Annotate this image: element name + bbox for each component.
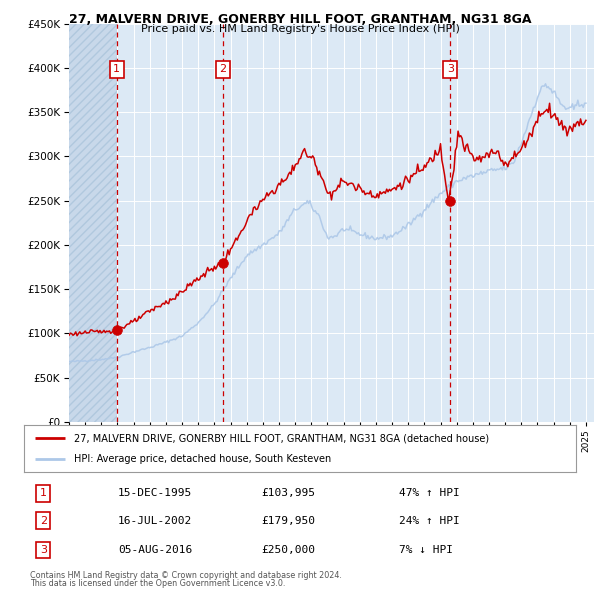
Text: 05-AUG-2016: 05-AUG-2016 — [118, 545, 192, 555]
Text: 3: 3 — [447, 64, 454, 74]
Bar — [69, 24, 117, 422]
Text: 1: 1 — [113, 64, 121, 74]
Bar — [69, 24, 117, 422]
Text: 16-JUL-2002: 16-JUL-2002 — [118, 516, 192, 526]
Text: 27, MALVERN DRIVE, GONERBY HILL FOOT, GRANTHAM, NG31 8GA: 27, MALVERN DRIVE, GONERBY HILL FOOT, GR… — [69, 13, 531, 26]
Text: £103,995: £103,995 — [262, 489, 316, 498]
Text: 7% ↓ HPI: 7% ↓ HPI — [400, 545, 454, 555]
Text: HPI: Average price, detached house, South Kesteven: HPI: Average price, detached house, Sout… — [74, 454, 331, 464]
Text: 2: 2 — [40, 516, 47, 526]
Text: 47% ↑ HPI: 47% ↑ HPI — [400, 489, 460, 498]
Text: 2: 2 — [220, 64, 227, 74]
Text: 1: 1 — [40, 489, 47, 498]
Text: 15-DEC-1995: 15-DEC-1995 — [118, 489, 192, 498]
Text: £179,950: £179,950 — [262, 516, 316, 526]
Text: Price paid vs. HM Land Registry's House Price Index (HPI): Price paid vs. HM Land Registry's House … — [140, 24, 460, 34]
Text: £250,000: £250,000 — [262, 545, 316, 555]
Text: Contains HM Land Registry data © Crown copyright and database right 2024.: Contains HM Land Registry data © Crown c… — [30, 571, 342, 580]
Text: This data is licensed under the Open Government Licence v3.0.: This data is licensed under the Open Gov… — [30, 579, 286, 588]
Text: 27, MALVERN DRIVE, GONERBY HILL FOOT, GRANTHAM, NG31 8GA (detached house): 27, MALVERN DRIVE, GONERBY HILL FOOT, GR… — [74, 433, 489, 443]
Text: 24% ↑ HPI: 24% ↑ HPI — [400, 516, 460, 526]
Text: 3: 3 — [40, 545, 47, 555]
